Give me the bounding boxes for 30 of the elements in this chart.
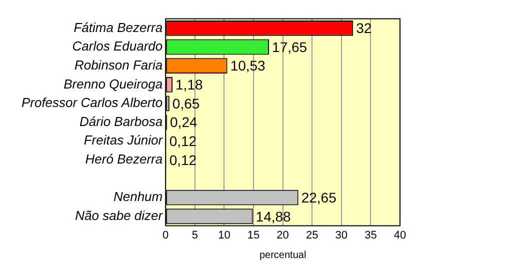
data-label: 32 (356, 20, 372, 36)
x-tick-label: 10 (218, 229, 230, 242)
x-axis-title: percentual (259, 250, 306, 261)
data-label: 1,18 (176, 76, 203, 93)
data-label: 0,12 (169, 152, 197, 168)
y-tick-label: Não sabe dizer (75, 208, 164, 223)
data-label: 0,65 (172, 95, 200, 112)
y-tick-label: Brenno Queiroga (64, 76, 163, 92)
x-tick-label: 30 (335, 229, 348, 242)
x-tick-label: 20 (276, 229, 289, 242)
y-tick-label: Fátima Bezerra (74, 20, 163, 35)
x-tick-label: 15 (247, 229, 260, 242)
data-label: 0,24 (170, 114, 198, 130)
data-label: 14,88 (256, 208, 292, 224)
y-tick-label: Carlos Eduardo (72, 38, 163, 54)
x-tick-label: 35 (364, 229, 377, 242)
data-label: 0,12 (169, 132, 197, 149)
y-tick-label: Heró Bezerra (85, 152, 163, 167)
data-label: 22,65 (301, 189, 337, 206)
x-tick-label: 5 (192, 229, 198, 242)
x-tick-label: 25 (306, 229, 318, 242)
y-tick-label: Professor Carlos Alberto (21, 95, 163, 110)
y-tick-label: Dário Barbosa (80, 114, 163, 129)
x-tick-label: 0 (162, 229, 169, 242)
data-label: 10,53 (230, 58, 266, 74)
y-tick-label: Freitas Júnior (84, 132, 164, 148)
y-tick-label: Nenhum (113, 189, 163, 204)
data-label: 17,65 (272, 38, 308, 55)
y-tick-label: Robinson Faria (74, 57, 163, 72)
x-tick-label: 40 (394, 229, 406, 242)
